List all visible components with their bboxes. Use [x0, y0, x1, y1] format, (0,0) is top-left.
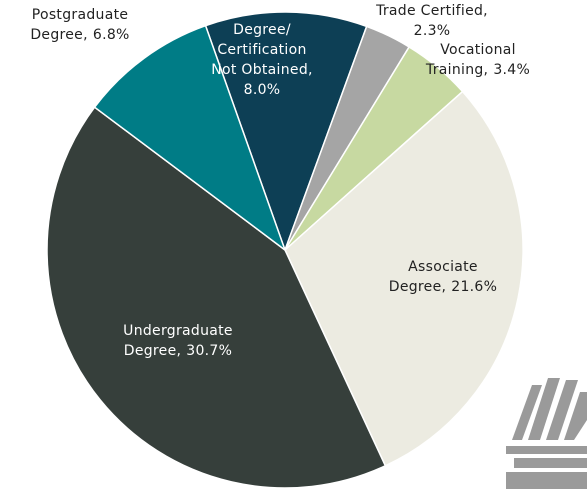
label-line: Certification	[217, 42, 306, 58]
label-line: Degree/	[233, 22, 291, 38]
label-line: Trade Certified,	[375, 3, 488, 19]
label-line: Associate	[408, 259, 478, 275]
slice-label: Vocational Training,	[425, 42, 516, 78]
pie-slice	[284, 90, 524, 467]
slice-label: Associate Degree,	[389, 259, 478, 295]
value-label: 6.8%	[93, 27, 130, 43]
label-line: Degree,	[30, 27, 88, 43]
label-line: Postgraduate	[32, 7, 129, 23]
value-label: 3.4%	[493, 62, 530, 78]
books-icon	[506, 378, 587, 489]
label-line: Degree,	[389, 279, 447, 295]
slice-label: Degree/Certification Not Obtained,	[211, 22, 313, 78]
slice-label: Undergraduate Degree,	[123, 323, 233, 359]
pie-slice	[46, 106, 387, 489]
slice-label: Postgraduate Degree,	[30, 7, 128, 43]
pie-slice	[93, 24, 287, 253]
value-label: 8.0%	[244, 82, 281, 98]
pie-slice	[204, 11, 368, 253]
label-line: Degree,	[124, 343, 182, 359]
label-line: Vocational	[440, 42, 516, 58]
value-label: 2.3%	[414, 23, 451, 39]
label-line: Not Obtained,	[211, 62, 313, 78]
label-line: Undergraduate	[123, 323, 233, 339]
slice-label: Trade Certified,	[375, 3, 488, 19]
label-line: Training,	[425, 62, 488, 78]
value-label: 30.7%	[186, 343, 232, 359]
value-label: 21.6%	[451, 279, 497, 295]
